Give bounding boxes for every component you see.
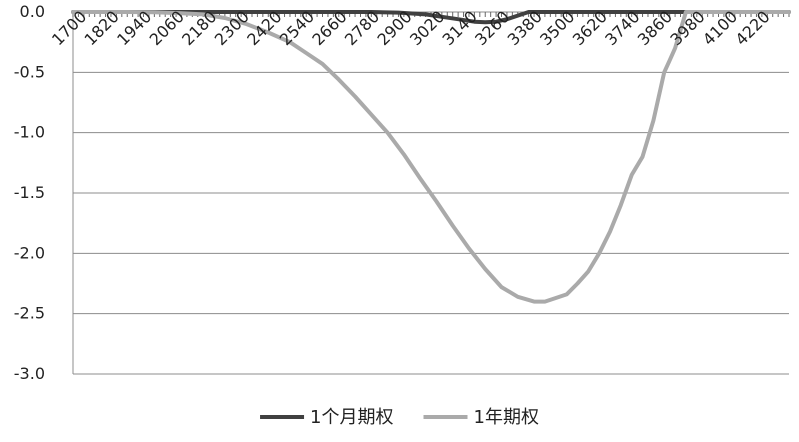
y-tick-label: -2.0	[14, 243, 45, 262]
y-tick-label: -3.0	[14, 364, 45, 383]
legend-label: 1年期权	[474, 407, 539, 428]
series-line-2	[71, 10, 791, 304]
y-tick-label: -0.5	[14, 62, 45, 81]
legend-label: 1个月期权	[310, 407, 393, 428]
y-tick-label: -1.0	[14, 123, 45, 142]
series-line-1	[71, 10, 791, 25]
legend-item-2: 1年期权	[423, 407, 539, 428]
y-tick-label: 0.0	[20, 2, 45, 21]
y-tick-label: -1.5	[14, 183, 45, 202]
legend-item-1: 1个月期权	[260, 407, 394, 428]
y-tick-label: -2.5	[14, 304, 45, 323]
